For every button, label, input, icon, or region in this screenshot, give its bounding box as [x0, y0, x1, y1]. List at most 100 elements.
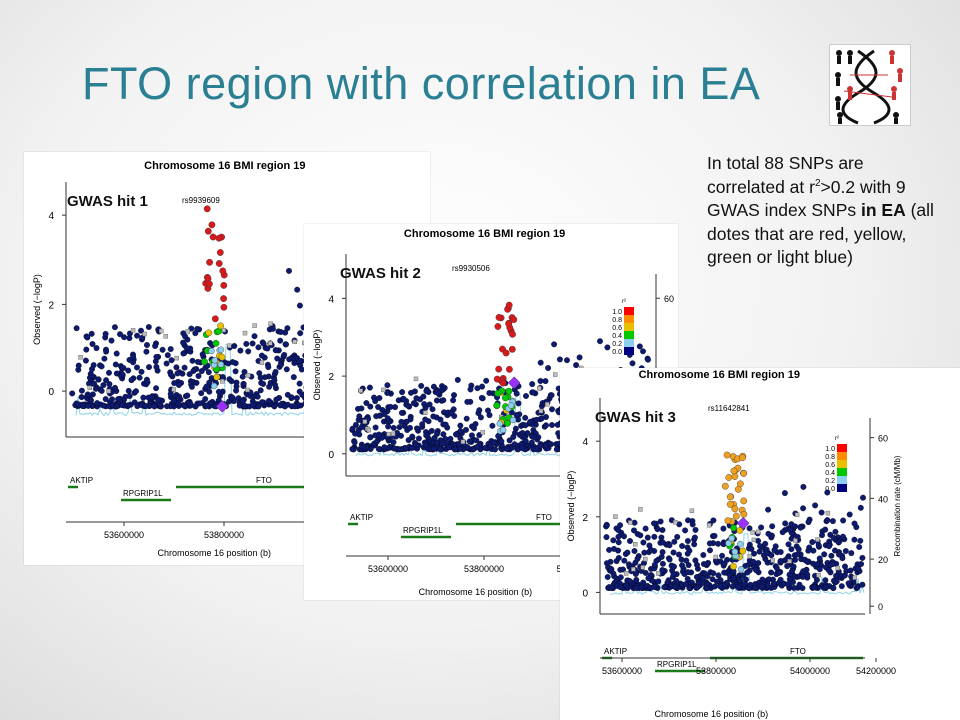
snp-point — [615, 539, 622, 546]
snp-point — [851, 520, 858, 527]
snp-point — [813, 577, 820, 583]
snp-point — [203, 383, 210, 390]
snp-point — [684, 575, 691, 582]
snp-point — [471, 425, 477, 432]
people-dna-helix-logo — [829, 44, 911, 126]
snp-point — [296, 302, 303, 309]
snp-point — [537, 378, 544, 384]
snp-point — [259, 399, 265, 406]
snp-point — [89, 373, 96, 380]
snp-point — [483, 377, 490, 384]
snp-point — [833, 572, 840, 579]
snp-point — [119, 402, 126, 409]
y-tick-label: 4 — [48, 211, 54, 222]
legend-swatch — [624, 339, 634, 347]
imputed-snp-square — [413, 376, 419, 382]
snp-point — [812, 502, 819, 509]
snp-point — [637, 532, 644, 539]
snp-point — [73, 325, 80, 332]
snp-point — [98, 387, 105, 394]
snp-point — [829, 561, 836, 568]
snp-point — [445, 444, 452, 451]
snp-point — [398, 418, 405, 425]
snp-point — [113, 370, 120, 377]
snp-point — [777, 576, 784, 583]
correlated-snp-point — [201, 358, 208, 366]
y-axis-label: Observed (−logP) — [32, 274, 42, 345]
snp-point — [286, 267, 292, 274]
snp-point — [144, 342, 150, 348]
legend-swatch — [837, 468, 847, 476]
snp-point — [752, 585, 759, 591]
snp-point — [390, 439, 397, 446]
snp-point — [819, 532, 825, 539]
snp-point — [740, 572, 747, 579]
legend-label: 0.4 — [825, 470, 835, 477]
snp-point — [367, 434, 374, 441]
snp-point — [821, 551, 828, 558]
snp-point — [701, 570, 708, 577]
snp-point — [832, 547, 838, 554]
snp-point — [549, 422, 555, 428]
snp-point — [659, 539, 666, 546]
snp-point — [130, 354, 137, 360]
summary-text: In total 88 SNPs are correlated at r2>0.… — [707, 153, 934, 267]
snp-point — [779, 529, 786, 536]
snp-point — [805, 547, 812, 554]
snp-point — [515, 400, 522, 407]
correlated-snp-point — [501, 394, 509, 402]
correlated-snp-point — [496, 420, 504, 427]
imputed-snp-square — [142, 331, 147, 337]
snp-point — [192, 330, 199, 337]
snp-point — [423, 432, 430, 439]
snp-point — [799, 585, 806, 592]
snp-point — [846, 511, 853, 518]
snp-point — [189, 357, 196, 364]
snp-point — [283, 366, 290, 373]
snp-point — [714, 578, 720, 585]
recombination-rate-line — [609, 533, 865, 595]
correlated-snp-point — [739, 454, 746, 462]
snp-point — [685, 517, 691, 524]
right-axis-tick-label: 60 — [878, 434, 888, 444]
correlated-snp-point — [217, 361, 225, 368]
right-axis-label: Recombination rate (cM/Mb) — [893, 455, 902, 556]
snp-point — [840, 517, 847, 524]
snp-point — [794, 551, 801, 558]
snp-point — [603, 522, 610, 529]
y-tick-label: 2 — [48, 300, 54, 311]
snp-point — [439, 441, 446, 448]
plot-title: Chromosome 16 BMI region 19 — [144, 160, 305, 172]
snp-point — [670, 571, 677, 578]
snp-point — [828, 552, 835, 559]
snp-point — [856, 544, 863, 550]
correlated-snp-point — [204, 227, 212, 235]
x-axis-label: Chromosome 16 position (b) — [157, 548, 271, 558]
snp-point — [93, 345, 100, 352]
snp-point — [164, 352, 171, 359]
snp-point — [543, 442, 549, 449]
legend-swatch — [624, 347, 634, 355]
gene-label: FTO — [256, 476, 272, 485]
snp-point — [272, 381, 279, 388]
correlated-snp-point — [739, 547, 747, 555]
snp-point — [100, 402, 107, 409]
snp-point — [179, 370, 186, 377]
imputed-snp-square — [852, 575, 857, 580]
x-tick-label: 53800000 — [696, 666, 736, 676]
right-axis-tick-label: 60 — [664, 294, 674, 304]
snp-point — [241, 402, 248, 409]
snp-point — [671, 563, 677, 570]
snp-point — [453, 431, 460, 438]
snp-point — [294, 286, 301, 293]
snp-point — [857, 504, 864, 511]
legend-label: 0.2 — [825, 478, 835, 485]
snp-point — [785, 541, 792, 548]
snp-point — [624, 549, 631, 556]
snp-point — [269, 325, 276, 332]
correlated-snp-point — [509, 416, 517, 424]
snp-point — [434, 439, 440, 446]
legend-label: 0.8 — [612, 317, 622, 324]
correlated-snp-point — [220, 303, 228, 311]
imputed-snp-square — [755, 529, 761, 535]
